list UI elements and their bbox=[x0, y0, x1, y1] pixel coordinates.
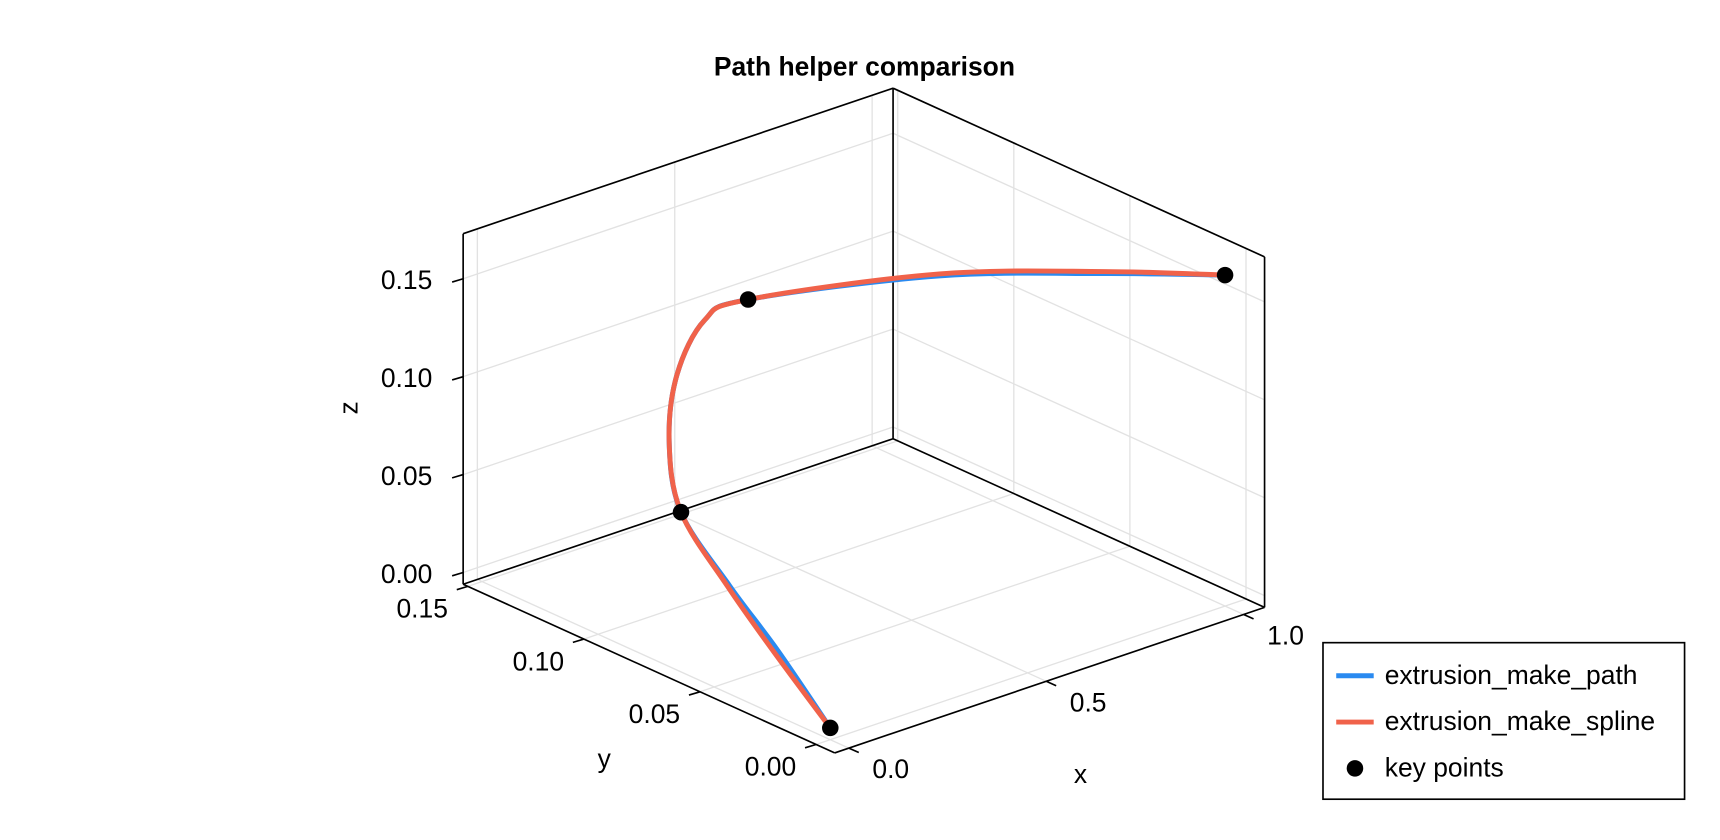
axis-frame bbox=[892, 87, 1265, 258]
key-point bbox=[1216, 266, 1234, 284]
x-tick-label: 1.0 bbox=[1267, 621, 1304, 651]
grid-line bbox=[462, 328, 894, 476]
y-tick-label: 0.15 bbox=[396, 594, 447, 624]
grid-line bbox=[583, 492, 1015, 640]
chart-title: Path helper comparison bbox=[714, 51, 1015, 81]
legend-label: extrusion_make_spline bbox=[1385, 706, 1655, 736]
axis-frame bbox=[462, 87, 894, 235]
y-tick bbox=[572, 638, 585, 644]
z-axis-label: z bbox=[334, 401, 364, 414]
grid-line bbox=[892, 230, 1265, 401]
grid-line bbox=[699, 545, 1131, 693]
x-tick-label: 0.5 bbox=[1070, 687, 1107, 717]
grid-line bbox=[892, 328, 1265, 499]
grid-line bbox=[815, 598, 1247, 746]
x-tick bbox=[1045, 680, 1057, 687]
y-tick bbox=[804, 743, 817, 749]
axis-frame bbox=[834, 606, 1265, 754]
legend-label: extrusion_make_path bbox=[1385, 660, 1638, 690]
axis-frame bbox=[892, 437, 1265, 609]
grid-line bbox=[674, 512, 1047, 682]
y-tick-label: 0.00 bbox=[745, 752, 796, 782]
z-tick bbox=[451, 277, 464, 283]
z-tick bbox=[451, 571, 464, 577]
z-tick-label: 0.15 bbox=[381, 265, 432, 295]
grid-line bbox=[462, 132, 894, 280]
legend-marker bbox=[1346, 760, 1364, 777]
y-tick bbox=[456, 585, 469, 591]
z-tick bbox=[451, 375, 464, 381]
key-point bbox=[739, 291, 757, 308]
z-tick-label: 0.10 bbox=[381, 363, 432, 393]
grid-line bbox=[477, 578, 850, 749]
x-axis-label: x bbox=[1074, 759, 1087, 789]
y-tick-label: 0.05 bbox=[629, 699, 680, 729]
x-tick bbox=[848, 747, 860, 754]
y-tick bbox=[688, 690, 701, 696]
z-tick bbox=[451, 473, 464, 479]
axis-frame bbox=[462, 583, 835, 754]
grid-line bbox=[462, 230, 894, 378]
y-tick-label: 0.10 bbox=[513, 646, 564, 676]
key-point bbox=[822, 719, 839, 737]
z-tick-label: 0.05 bbox=[381, 461, 432, 491]
key-point bbox=[672, 503, 690, 521]
legend-label: key points bbox=[1385, 752, 1504, 782]
x-tick-label: 0.0 bbox=[872, 754, 909, 784]
grid-line bbox=[892, 426, 1265, 597]
series-line bbox=[666, 268, 1228, 731]
y-axis-label: y bbox=[598, 744, 612, 774]
z-tick-label: 0.00 bbox=[381, 559, 432, 589]
x-tick bbox=[1243, 613, 1254, 620]
grid-line bbox=[871, 445, 1244, 616]
legend-box bbox=[1322, 641, 1686, 801]
